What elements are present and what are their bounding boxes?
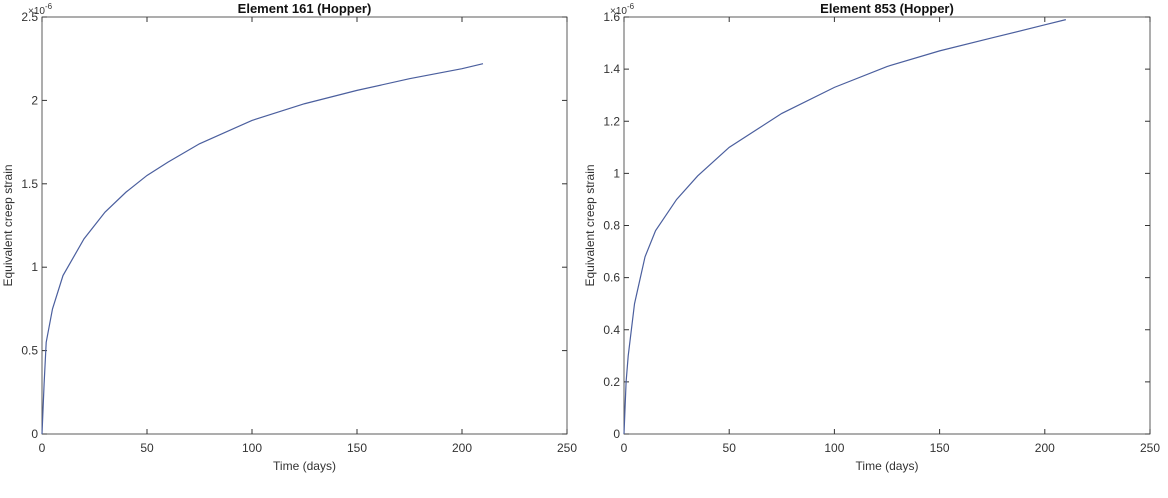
y-multiplier-base: ×10 bbox=[610, 6, 627, 17]
y-tick-label: 0.5 bbox=[21, 344, 38, 358]
x-tick-label: 50 bbox=[140, 441, 154, 455]
y-multiplier-exponent: -6 bbox=[45, 2, 53, 11]
y-tick-label: 1 bbox=[613, 166, 620, 180]
plot-frame bbox=[623, 16, 1151, 435]
line-series bbox=[41, 63, 484, 435]
x-tick-label: 200 bbox=[1035, 441, 1055, 455]
x-tick-label: 0 bbox=[39, 441, 46, 455]
x-axis-label: Time (days) bbox=[273, 459, 336, 473]
x-tick-label: 250 bbox=[1140, 441, 1160, 455]
y-tick-label: 0.8 bbox=[603, 219, 620, 233]
y-tick-label: 1.4 bbox=[603, 62, 620, 76]
y-multiplier-exponent: -6 bbox=[627, 2, 635, 11]
y-tick-label: 1 bbox=[31, 260, 38, 274]
x-tick-label: 150 bbox=[930, 441, 950, 455]
y-tick-label: 2 bbox=[31, 93, 38, 107]
x-tick-label: 200 bbox=[452, 441, 472, 455]
x-tick-label: 150 bbox=[347, 441, 367, 455]
y-tick-label: 0.2 bbox=[603, 375, 620, 389]
x-axis-label: Time (days) bbox=[856, 459, 919, 473]
plot-frame bbox=[41, 16, 568, 435]
y-tick-label: 0.4 bbox=[603, 323, 620, 337]
x-tick-label: 250 bbox=[557, 441, 577, 455]
line-series bbox=[623, 19, 1066, 435]
x-tick-label: 50 bbox=[723, 441, 737, 455]
y-tick-label: 1.5 bbox=[21, 177, 38, 191]
x-tick-label: 100 bbox=[824, 441, 844, 455]
y-tick-label: 1.2 bbox=[603, 114, 620, 128]
y-axis-label: Equivalent creep strain bbox=[583, 164, 597, 286]
y-multiplier-base: ×10 bbox=[28, 6, 45, 17]
y-axis-label: Equivalent creep strain bbox=[1, 164, 15, 286]
y-tick-label: 0 bbox=[613, 427, 620, 441]
chart-title: Element 161 (Hopper) bbox=[238, 1, 372, 16]
y-tick-label: 0.6 bbox=[603, 271, 620, 285]
x-tick-label: 100 bbox=[242, 441, 262, 455]
chart-title: Element 853 (Hopper) bbox=[820, 1, 954, 16]
y-tick-label: 0 bbox=[31, 427, 38, 441]
y-tick-label: 1.6 bbox=[603, 10, 620, 24]
x-tick-label: 0 bbox=[621, 441, 628, 455]
y-tick-label: 2.5 bbox=[21, 10, 38, 24]
